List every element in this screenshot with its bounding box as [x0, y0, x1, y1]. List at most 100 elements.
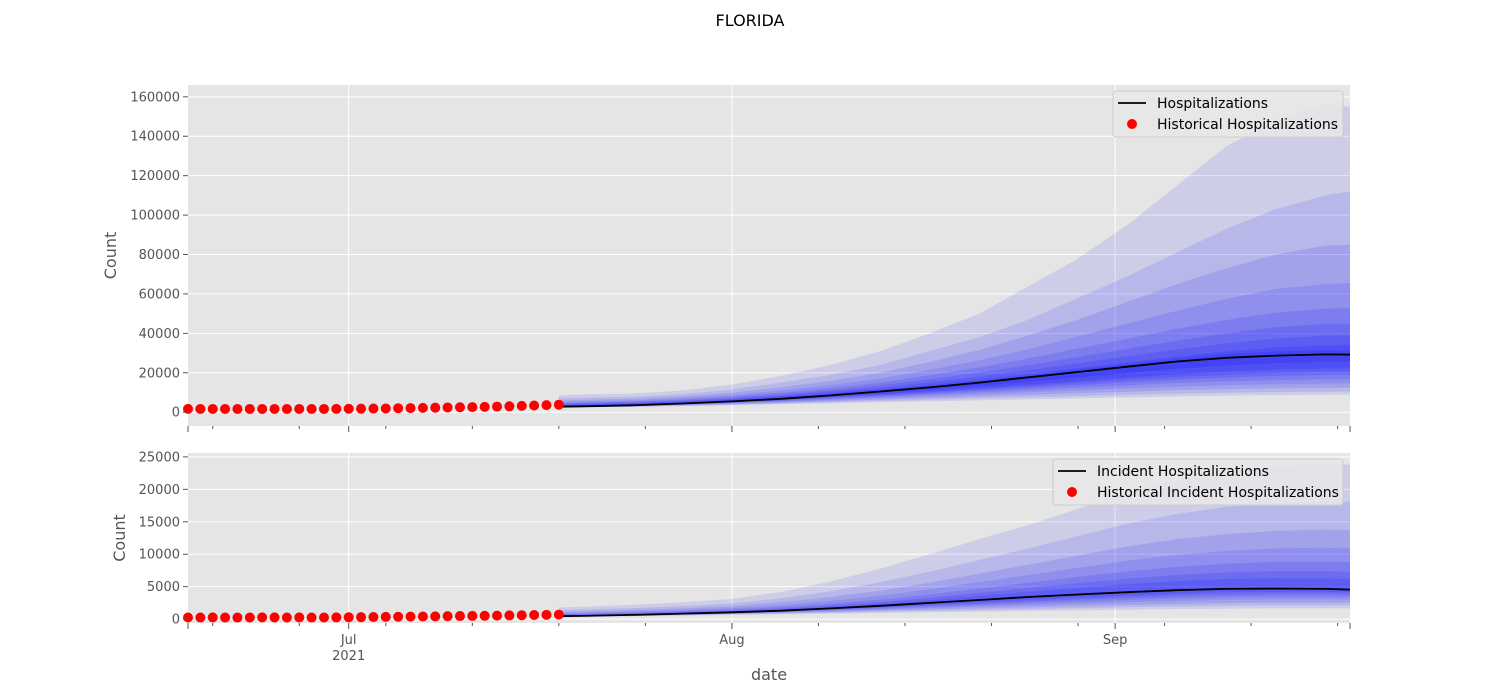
forecast-band — [558, 578, 1350, 617]
forecast-band — [558, 561, 1350, 617]
historical-point — [417, 611, 428, 622]
y-tick-label: 120000 — [130, 169, 180, 184]
y-tick-label: 0 — [172, 406, 180, 421]
forecast-band — [558, 529, 1350, 617]
forecast-band — [558, 571, 1350, 617]
historical-point — [294, 612, 305, 623]
historical-point — [405, 403, 416, 414]
historical-point — [244, 612, 255, 623]
forecast-band — [558, 335, 1350, 407]
forecast-band — [558, 323, 1350, 407]
historical-point — [380, 403, 391, 414]
historical-point — [220, 612, 231, 623]
y-tick-label: 20000 — [139, 366, 180, 381]
x-axis-label: date — [751, 665, 787, 684]
forecast-band — [558, 501, 1350, 617]
historical-point — [516, 400, 527, 411]
x-tick-label: Aug — [719, 633, 744, 648]
historical-point — [220, 403, 231, 414]
historical-point — [479, 610, 490, 621]
historical-point — [393, 403, 404, 414]
historical-point — [393, 611, 404, 622]
historical-point — [318, 612, 329, 623]
median-forecast-line — [558, 587, 1351, 618]
forecast-band — [558, 191, 1350, 408]
historical-point — [442, 611, 453, 622]
historical-point — [504, 610, 515, 621]
historical-point — [467, 610, 478, 621]
historical-point — [195, 612, 206, 623]
historical-point — [454, 611, 465, 622]
historical-point — [306, 612, 317, 623]
legend-point-swatch — [1067, 487, 1077, 497]
historical-point — [504, 401, 515, 412]
historical-point — [368, 612, 379, 623]
historical-point — [442, 402, 453, 413]
hospitalizations-panel: 0 20000 40000 60000 80000 100000 120000 140000 1… — [101, 85, 1351, 432]
y-tick-label: 140000 — [130, 130, 180, 145]
historical-point — [257, 612, 268, 623]
historical-point — [479, 401, 490, 412]
median-forecast-line — [558, 353, 1351, 408]
forecast-band — [558, 283, 1350, 408]
historical-point — [269, 612, 280, 623]
y-axis-label: Count — [110, 514, 129, 562]
y-tick-label: 60000 — [139, 287, 180, 302]
y-tick-label: 5000 — [147, 580, 180, 595]
historical-point — [281, 612, 292, 623]
forecast-band — [558, 307, 1350, 408]
plot-area — [188, 85, 1350, 426]
historical-point — [553, 609, 564, 620]
historical-point — [541, 609, 552, 620]
historical-point — [318, 403, 329, 414]
historical-point — [281, 403, 292, 414]
figure-title: FLORIDA — [716, 11, 785, 30]
historical-point — [454, 402, 465, 413]
legend-point-swatch — [1127, 119, 1137, 129]
historical-point — [529, 610, 540, 621]
legend-label: Historical Hospitalizations — [1157, 117, 1338, 133]
historical-point — [492, 610, 503, 621]
historical-point — [516, 610, 527, 621]
y-tick-label: 20000 — [139, 483, 180, 498]
historical-point — [244, 403, 255, 414]
y-tick-label: 100000 — [130, 209, 180, 224]
historical-point — [232, 612, 243, 623]
historical-point — [430, 402, 441, 413]
historical-point — [257, 403, 268, 414]
historical-point — [492, 401, 503, 412]
historical-point — [294, 403, 305, 414]
historical-point — [207, 612, 218, 623]
historical-point — [356, 403, 367, 414]
historical-point — [368, 403, 379, 414]
x-tick-label: Jul — [340, 633, 357, 648]
legend: Hospitalizations Historical Hospitalizati… — [1112, 90, 1344, 138]
y-tick-label: 15000 — [139, 515, 180, 530]
historical-point — [467, 402, 478, 413]
historical-point — [417, 402, 428, 413]
historical-point — [183, 612, 193, 623]
historical-point — [343, 403, 354, 414]
y-tick-label: 80000 — [139, 248, 180, 263]
y-tick-label: 40000 — [139, 327, 180, 342]
historical-point — [430, 611, 441, 622]
y-tick-label: 0 — [172, 613, 180, 628]
y-axis-label: Count — [101, 232, 120, 280]
historical-point — [380, 611, 391, 622]
y-tick-label: 25000 — [139, 450, 180, 465]
incident-hospitalizations-panel: 0 5000 10000 15000 20000 25000 Count Incident H… — [110, 450, 1351, 629]
forecast-band — [558, 244, 1350, 408]
x-tick-sublabel: 2021 — [332, 649, 365, 664]
historical-point — [405, 611, 416, 622]
forecast-band — [558, 104, 1350, 408]
historical-point — [553, 399, 564, 410]
legend-frame — [1112, 90, 1344, 138]
historical-point — [306, 403, 317, 414]
forecast-band — [558, 345, 1350, 407]
historical-point — [356, 612, 367, 623]
legend-label: Historical Incident Hospitalizations — [1097, 485, 1339, 501]
historical-point — [541, 400, 552, 411]
historical-point — [269, 403, 280, 414]
